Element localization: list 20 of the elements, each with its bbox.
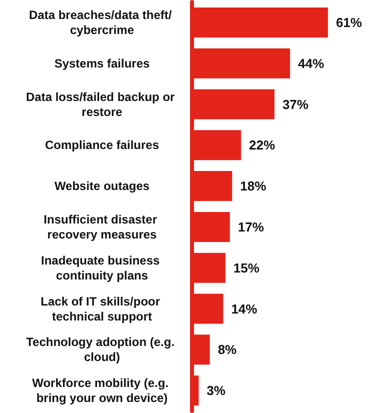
y-tick-label: Insufficient disaster recovery measures: [44, 212, 160, 242]
y-tick-label: Lack of IT skills/poor technical support: [40, 294, 164, 324]
y-tick-label: Data loss/failed backup or restore: [26, 90, 178, 119]
data-label: 22%: [249, 138, 276, 153]
data-label: 15%: [233, 260, 260, 276]
data-label: 18%: [240, 178, 267, 194]
y-tick-label: Systems failures: [54, 56, 150, 70]
data-label: 37%: [282, 96, 309, 112]
data-label: 61%: [336, 14, 362, 30]
data-label: 3%: [206, 383, 226, 398]
data-label: 17%: [238, 219, 264, 234]
y-tick-label: Workforce mobility (e.g. bring your own device): [32, 376, 172, 406]
y-tick-label: Compliance failures: [44, 138, 160, 152]
data-label: 14%: [231, 301, 258, 316]
y-tick-label: Data breaches/data theft/ cybercrime: [28, 8, 176, 37]
y-tick-label: Technology adoption (e.g. cloud): [26, 335, 178, 364]
data-label: 44%: [298, 56, 325, 71]
y-tick-label: Inadequate business continuity plans: [40, 253, 164, 282]
data-label: 8%: [218, 342, 238, 358]
y-tick-label: Website outages: [54, 179, 150, 194]
